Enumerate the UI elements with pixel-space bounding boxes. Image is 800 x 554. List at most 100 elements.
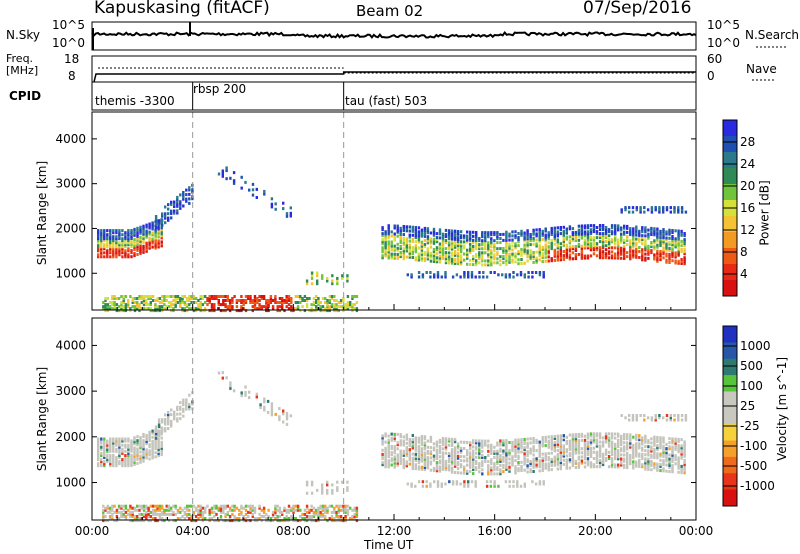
power-cell [274, 297, 277, 300]
velocity-cell [444, 466, 448, 470]
power-cell [453, 245, 457, 249]
power-cell [504, 275, 508, 279]
velocity-cell [102, 515, 105, 518]
power-cell [228, 303, 232, 307]
power-cell [406, 273, 409, 277]
velocity-cell [472, 449, 475, 453]
velocity-cell [118, 439, 121, 443]
velocity-cell [396, 455, 399, 459]
power-cell [226, 299, 229, 302]
velocity-cell [450, 442, 454, 445]
power-cell [139, 239, 142, 243]
power-cell [665, 254, 668, 258]
velocity-cell [219, 504, 223, 508]
velocity-cell [310, 515, 313, 518]
power-cell [677, 241, 680, 245]
power-cell [426, 235, 430, 239]
velocity-cell [151, 431, 154, 435]
power-cell [644, 240, 647, 244]
power-cell [115, 255, 118, 259]
power-cell [635, 227, 638, 231]
power-cell [620, 208, 623, 212]
power-cell [674, 251, 677, 255]
velocity-cell [140, 512, 143, 516]
power-cell [487, 241, 490, 245]
power-cell [556, 240, 559, 244]
velocity-cell [408, 454, 411, 458]
velocity-cell [292, 504, 295, 508]
velocity-cell [136, 453, 139, 457]
velocity-cell [517, 448, 520, 452]
velocity-cell [595, 454, 599, 458]
velocity-cell [496, 460, 499, 463]
power-cell [109, 235, 112, 239]
power-cell [604, 244, 608, 248]
date-label: 07/Sep/2016 [583, 0, 692, 18]
power-cell [508, 234, 511, 238]
velocity-cell [136, 447, 139, 451]
velocity-cell [417, 465, 421, 469]
power-cell [435, 238, 439, 242]
power-cell [124, 235, 127, 239]
power-cell [574, 247, 578, 250]
power-cell [112, 229, 115, 233]
power-cell [577, 228, 581, 232]
power-cell [335, 307, 338, 311]
velocity-cell [598, 452, 602, 456]
power-cell [674, 239, 677, 243]
velocity-cell [662, 444, 665, 448]
velocity-cell [641, 463, 644, 467]
velocity-cell [505, 457, 508, 461]
power-cell [436, 275, 440, 279]
power-cell [149, 307, 152, 311]
power-cell [103, 231, 106, 235]
velocity-cell [586, 436, 590, 440]
velocity-cell [417, 455, 421, 459]
power-cell [232, 179, 236, 183]
velocity-cell [140, 519, 143, 523]
power-cell [650, 208, 654, 212]
velocity-cell [632, 445, 635, 449]
velocity-cell [182, 410, 185, 413]
power-cell [556, 252, 559, 256]
power-cell [294, 307, 297, 311]
power-cell [662, 242, 665, 246]
velocity-cell [565, 440, 568, 443]
velocity-cell [231, 504, 234, 508]
velocity-cell [565, 462, 568, 466]
velocity-cell [632, 460, 635, 464]
power-cell [127, 233, 130, 237]
power-cell [538, 234, 541, 238]
velocity-cell [450, 454, 454, 458]
velocity-colorbar-segment [723, 489, 737, 507]
power-cell [671, 237, 674, 241]
power-cell [508, 244, 511, 248]
nsearch-tick-high: 10^5 [707, 18, 740, 32]
velocity-cell [115, 460, 118, 464]
velocity-cell [550, 437, 553, 441]
velocity-cell [577, 441, 581, 445]
power-cell [267, 305, 270, 309]
power-cell [160, 226, 163, 230]
time-axis-label: Time UT [364, 538, 414, 552]
power-cell [213, 297, 216, 300]
velocity-cell [233, 517, 236, 520]
velocity-cell [131, 510, 134, 514]
power-cell [629, 233, 632, 237]
velocity-cell [607, 465, 611, 469]
velocity-cell [414, 465, 417, 469]
power-cell [133, 231, 136, 235]
power-cell [665, 206, 669, 210]
velocity-cell [654, 416, 657, 420]
velocity-cell [387, 453, 390, 457]
velocity-cell [577, 447, 581, 451]
velocity-cell [499, 449, 502, 453]
velocity-cell [556, 461, 559, 465]
power-cell [103, 251, 106, 255]
velocity-cell [229, 384, 232, 388]
power-cell [321, 276, 324, 280]
power-cell [161, 307, 164, 311]
velocity-cell [653, 447, 656, 451]
velocity-cell [643, 414, 646, 417]
power-cell [586, 226, 590, 230]
